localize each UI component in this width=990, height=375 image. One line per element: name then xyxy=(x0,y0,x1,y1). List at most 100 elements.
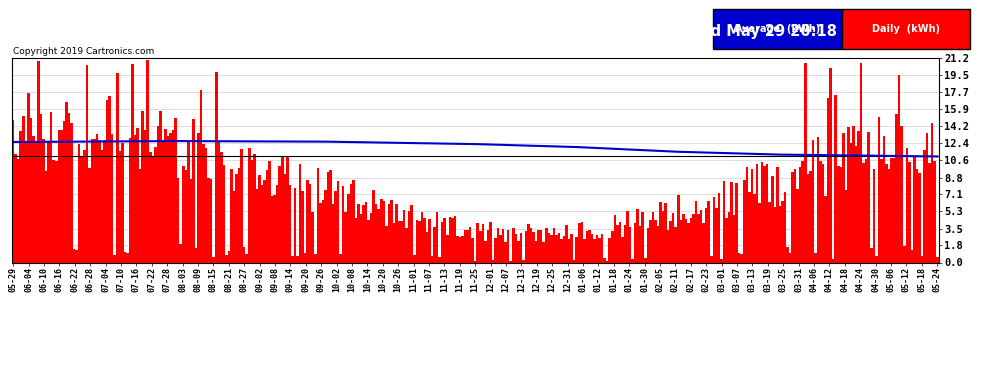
Bar xyxy=(106,100,108,262)
Bar xyxy=(570,234,573,262)
Bar xyxy=(210,178,213,262)
Bar xyxy=(286,158,289,262)
Bar xyxy=(45,171,48,262)
Bar xyxy=(842,133,844,262)
Bar xyxy=(781,201,784,262)
Bar xyxy=(169,134,172,262)
Bar xyxy=(161,141,164,262)
Bar xyxy=(601,234,604,262)
Bar xyxy=(525,231,528,262)
Bar xyxy=(552,228,555,262)
Bar xyxy=(931,123,934,262)
Bar xyxy=(93,139,96,262)
Bar xyxy=(741,254,743,262)
Bar xyxy=(246,254,248,262)
Bar xyxy=(357,204,359,262)
Bar xyxy=(408,211,411,262)
Bar xyxy=(156,126,159,262)
Bar xyxy=(682,214,685,262)
Bar xyxy=(733,215,736,262)
Bar xyxy=(324,190,327,262)
Bar xyxy=(573,260,575,262)
Bar xyxy=(679,220,682,262)
Bar xyxy=(429,219,431,262)
Bar xyxy=(692,214,695,262)
Bar xyxy=(299,164,301,262)
Bar xyxy=(614,215,616,262)
Bar xyxy=(731,182,733,262)
Bar xyxy=(817,137,819,262)
Bar xyxy=(822,164,825,262)
Bar xyxy=(263,180,265,262)
Bar xyxy=(543,242,545,262)
Bar xyxy=(637,209,639,262)
Bar xyxy=(60,130,62,262)
Bar xyxy=(802,161,804,262)
Bar xyxy=(890,158,893,262)
Bar xyxy=(690,217,692,262)
Bar xyxy=(385,226,388,262)
Bar xyxy=(489,222,492,262)
Text: Copyright 2019 Cartronics.com: Copyright 2019 Cartronics.com xyxy=(13,47,154,56)
Bar xyxy=(50,112,52,262)
Bar xyxy=(108,96,111,262)
Bar xyxy=(916,169,918,262)
Bar xyxy=(654,220,656,262)
Bar xyxy=(550,235,552,262)
Bar xyxy=(791,172,794,262)
Bar xyxy=(632,259,634,262)
Bar xyxy=(250,160,253,262)
Bar xyxy=(768,202,771,262)
Bar xyxy=(837,166,840,262)
Bar xyxy=(375,204,377,262)
Bar xyxy=(547,233,550,262)
Bar xyxy=(849,142,852,262)
Bar xyxy=(294,188,296,262)
Bar xyxy=(174,117,177,262)
Bar xyxy=(926,133,929,262)
Bar xyxy=(327,172,330,262)
Bar xyxy=(911,250,913,262)
Bar xyxy=(148,152,151,262)
Bar xyxy=(283,174,286,262)
Bar xyxy=(466,230,469,262)
Bar xyxy=(809,171,812,262)
Bar xyxy=(720,259,723,262)
Bar xyxy=(835,95,837,262)
Bar xyxy=(753,194,755,262)
Bar xyxy=(924,150,926,262)
Bar xyxy=(669,221,672,262)
Bar xyxy=(444,218,446,262)
Bar xyxy=(377,209,380,262)
Bar xyxy=(35,143,38,262)
Bar xyxy=(580,222,583,262)
Bar xyxy=(416,220,418,262)
Bar xyxy=(70,123,73,262)
Bar xyxy=(492,260,494,262)
Bar xyxy=(200,90,202,262)
Bar xyxy=(319,203,322,262)
Bar xyxy=(814,253,817,262)
Bar xyxy=(598,238,601,262)
Bar xyxy=(778,206,781,262)
Bar xyxy=(20,131,22,262)
Bar xyxy=(883,136,885,262)
Bar xyxy=(223,165,225,262)
Bar xyxy=(695,201,697,262)
Bar xyxy=(423,218,426,262)
Bar xyxy=(677,195,679,262)
Bar xyxy=(726,218,728,262)
FancyBboxPatch shape xyxy=(713,9,842,50)
Bar xyxy=(268,161,271,262)
Bar xyxy=(649,220,651,262)
Bar xyxy=(616,225,619,262)
Bar xyxy=(540,230,543,262)
Bar xyxy=(258,174,260,262)
Bar xyxy=(469,227,471,262)
Bar xyxy=(218,142,220,262)
Bar xyxy=(504,242,507,262)
Bar xyxy=(760,162,763,262)
Bar xyxy=(126,253,129,262)
Bar xyxy=(137,128,139,262)
Bar xyxy=(431,256,434,262)
